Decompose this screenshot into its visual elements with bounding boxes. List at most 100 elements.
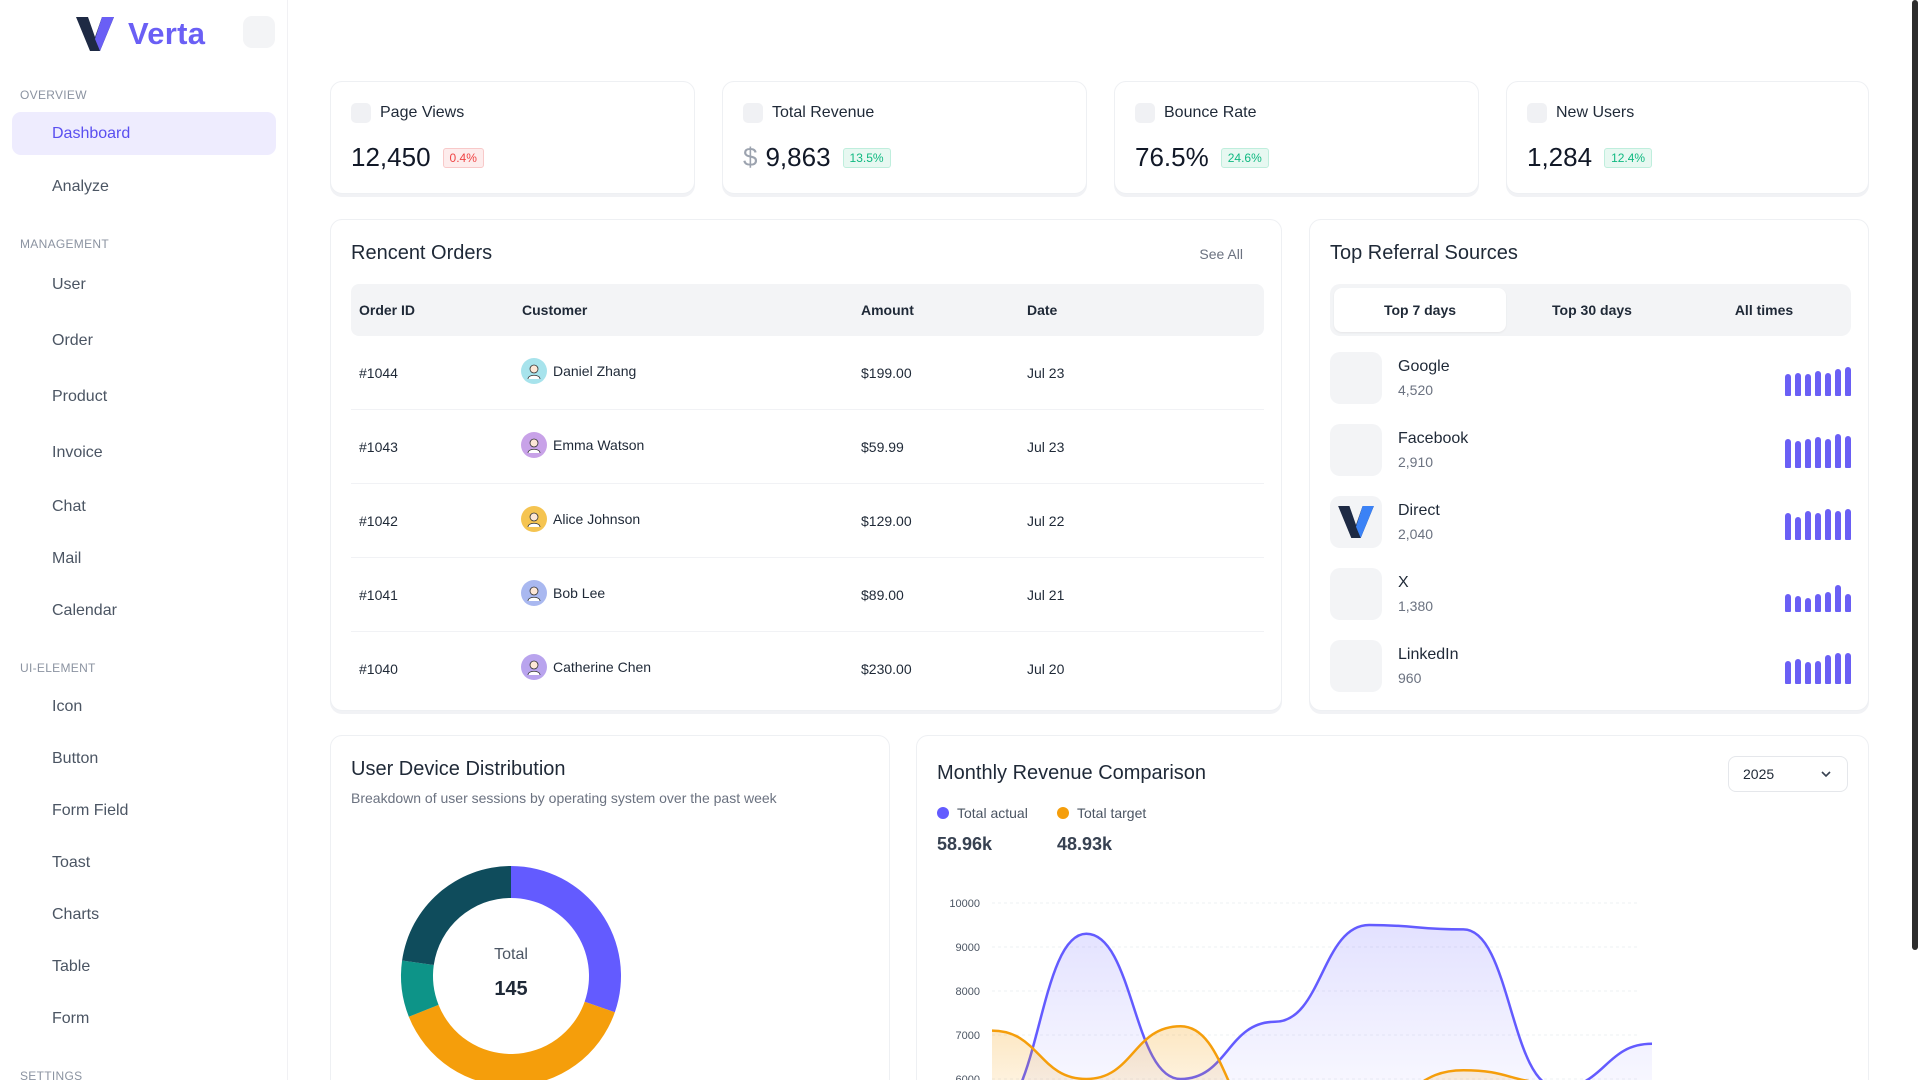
stat-change-badge: 12.4% [1604, 147, 1653, 168]
sidebar-toggle-button[interactable] [243, 16, 275, 48]
stat-number: 1,284 [1527, 142, 1593, 172]
referral-sources-title: Top Referral Sources [1330, 242, 1518, 264]
sparkline-bar [1845, 653, 1851, 684]
series-area [1022, 925, 1652, 1080]
sparkline-bar [1815, 513, 1821, 540]
orders-table-header: Order ID Customer Amount Date [351, 284, 1264, 336]
table-row[interactable]: #1040 Catherine Chen $230.00 Jul 20 [351, 632, 1264, 706]
stat-value: 76.5% 24.6% [1135, 142, 1269, 173]
nav-item-toast[interactable]: Toast [52, 853, 91, 871]
col-amount[interactable]: Amount [861, 302, 914, 318]
nav-item-product[interactable]: Product [52, 387, 108, 405]
device-distribution-subtitle: Breakdown of user sessions by operating … [351, 790, 777, 806]
stat-card-total-revenue: Total Revenue $ 9,863 13.5% [722, 81, 1087, 194]
col-order-id[interactable]: Order ID [359, 302, 416, 318]
donut-total-value: 145 [494, 978, 528, 1000]
referral-row[interactable]: Facebook 2,910 [1330, 424, 1851, 476]
tab-top-30-days[interactable]: Top 30 days [1552, 302, 1632, 318]
referral-row[interactable]: Direct 2,040 [1330, 496, 1851, 548]
order-date: Jul 21 [1027, 587, 1065, 603]
nav-item-analyze[interactable]: Analyze [52, 177, 109, 195]
order-id: #1044 [359, 365, 398, 381]
customer-cell: Alice Johnson [521, 506, 640, 532]
sparkline-bar [1795, 517, 1801, 540]
referral-row[interactable]: LinkedIn 960 [1330, 640, 1851, 692]
recent-orders-title: Rencent Orders [351, 242, 493, 264]
nav-item-chat[interactable]: Chat [52, 497, 86, 515]
stat-card-bounce-rate: Bounce Rate 76.5% 24.6% [1114, 81, 1479, 194]
avatar [521, 358, 547, 384]
col-date[interactable]: Date [1027, 302, 1058, 318]
nav-item-invoice[interactable]: Invoice [52, 443, 103, 461]
nav-item-table[interactable]: Table [52, 957, 91, 975]
referral-sparkline [1785, 360, 1851, 396]
referral-sparkline [1785, 504, 1851, 540]
sparkline-bar [1795, 441, 1801, 468]
sparkline-bar [1785, 594, 1791, 612]
stat-label: Bounce Rate [1164, 104, 1257, 121]
order-amount: $89.00 [861, 587, 904, 603]
order-date: Jul 20 [1027, 661, 1065, 677]
nav-item-form[interactable]: Form [52, 1009, 90, 1027]
stat-value: 1,284 12.4% [1527, 142, 1653, 173]
revenue-area-chart: 10000 9000 8000 7000 6000 [949, 898, 1653, 1080]
sparkline-bar [1815, 661, 1821, 684]
nav-item-dashboard[interactable]: Dashboard [12, 112, 276, 155]
sidebar: Verta OVERVIEW Dashboard Analyze MANAGEM… [0, 0, 288, 1080]
donut-slice[interactable] [402, 866, 511, 966]
sparkline-bar [1835, 434, 1841, 468]
table-row[interactable]: #1042 Alice Johnson $129.00 Jul 22 [351, 484, 1264, 558]
series-line[interactable] [992, 923, 1653, 1080]
stat-label: Page Views [380, 104, 465, 121]
nav-item-calendar[interactable]: Calendar [52, 601, 117, 619]
order-id: #1041 [359, 587, 398, 603]
sparkline-bar [1835, 511, 1841, 540]
stat-number: 12,450 [351, 142, 431, 172]
referral-name: Facebook [1398, 430, 1469, 447]
donut-total-label: Total [494, 946, 528, 963]
customer-name: Daniel Zhang [553, 363, 637, 379]
stat-number: 9,863 [765, 142, 831, 172]
table-row[interactable]: #1043 Emma Watson $59.99 Jul 23 [351, 410, 1264, 484]
legend-actual[interactable]: Total actual [937, 805, 1028, 821]
revenue-comparison-card: Monthly Revenue Comparison 2025 Total ac… [916, 735, 1869, 1080]
nav-item-user[interactable]: User [52, 275, 86, 293]
referral-row[interactable]: X 1,380 [1330, 568, 1851, 620]
table-row[interactable]: #1041 Bob Lee $89.00 Jul 21 [351, 558, 1264, 632]
referral-row[interactable]: Google 4,520 [1330, 352, 1851, 404]
nav-item-icon[interactable]: Icon [52, 697, 83, 715]
customer-name: Emma Watson [553, 437, 645, 453]
table-row[interactable]: #1044 Daniel Zhang $199.00 Jul 23 [351, 336, 1264, 410]
nav-item-order[interactable]: Order [52, 331, 93, 349]
y-tick-label: 9000 [956, 942, 980, 954]
sparkline-bar [1785, 661, 1791, 684]
page-scrollbar[interactable] [1912, 0, 1918, 950]
nav-item-button[interactable]: Button [52, 749, 99, 767]
sparkline-bar [1795, 373, 1801, 396]
y-tick-label: 7000 [956, 1030, 980, 1042]
referral-count: 2,040 [1398, 526, 1434, 542]
sparkline-bar [1785, 439, 1791, 468]
stat-change-badge: 13.5% [842, 147, 891, 168]
col-customer[interactable]: Customer [522, 302, 588, 318]
year-select[interactable]: 2025 [1728, 756, 1848, 792]
tab-top-7-days[interactable]: Top 7 days [1334, 288, 1506, 332]
donut-slice[interactable] [408, 1001, 615, 1080]
customer-cell: Emma Watson [521, 432, 644, 458]
nav-item-charts[interactable]: Charts [52, 905, 100, 923]
legend-target[interactable]: Total target [1057, 805, 1146, 821]
customer-name: Bob Lee [553, 585, 606, 601]
nav-item-mail[interactable]: Mail [52, 549, 82, 567]
donut-slice[interactable] [511, 866, 621, 1013]
legend-dot-target [1057, 807, 1069, 819]
nav-item-form-field[interactable]: Form Field [52, 801, 129, 819]
referral-sparkline [1785, 648, 1851, 684]
series-line[interactable] [991, 1024, 1652, 1080]
see-all-link[interactable]: See All [1199, 246, 1243, 262]
sparkline-bar [1805, 511, 1811, 540]
stat-number: 76.5% [1135, 142, 1209, 172]
donut-slice[interactable] [401, 960, 439, 1017]
sparkline-bar [1785, 513, 1791, 540]
tab-all-times[interactable]: All times [1734, 302, 1794, 318]
brand-logo[interactable]: Verta [76, 14, 205, 54]
